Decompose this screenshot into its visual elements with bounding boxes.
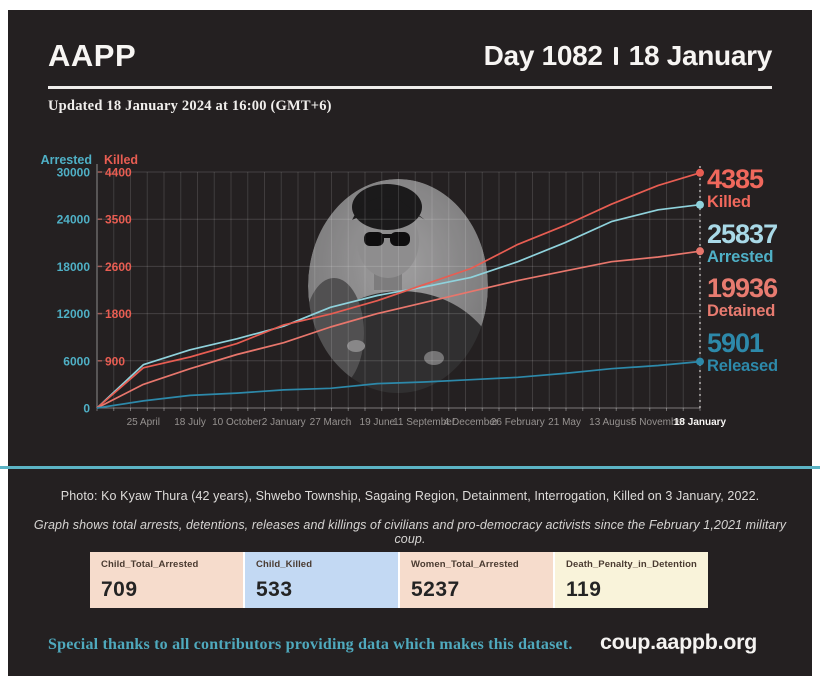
total-arrested: 25837 Arrested (707, 218, 778, 266)
series-line-arrested (96, 203, 701, 409)
stat-box-death-penalty-in-detention: Death_Penalty_in_Detention 119 (553, 552, 708, 608)
updated-timestamp: Updated 18 January 2024 at 16:00 (GMT+6) (48, 98, 332, 114)
x-label: 26 February (491, 417, 545, 428)
x-label: 10 October (212, 417, 262, 428)
chart-series-lines (96, 171, 701, 409)
killed-tick-label: 4400 (105, 166, 132, 180)
timeseries-chart: Arrested Killed 30000 24000 18000 12000 6000 0 4… (41, 153, 727, 428)
arrested-axis-title: Arrested (41, 153, 92, 167)
brand-logo-text: AAPP (48, 38, 137, 73)
killed-tick-label: 2600 (105, 260, 132, 274)
stat-label: Child_Killed (256, 559, 313, 570)
chart-total-callouts: 4385 Killed 25837 Arrested 19936 Detaine… (707, 166, 778, 384)
series-line-detained (96, 250, 701, 409)
chart-axis-labels: Arrested Killed 30000 24000 18000 12000 6000 0 4… (41, 153, 727, 428)
stat-label: Child_Total_Arrested (101, 559, 199, 570)
stat-value: 709 (101, 578, 138, 601)
x-label: 21 May (548, 417, 581, 428)
arrested-tick-label: 30000 (57, 166, 91, 180)
total-detained-value: 19936 (707, 273, 778, 303)
arrested-tick-label: 12000 (57, 307, 91, 321)
arrested-tick-label: 24000 (57, 213, 91, 227)
stat-value: 119 (566, 578, 602, 601)
stat-label: Death_Penalty_in_Detention (566, 559, 697, 570)
killed-tick-label: 900 (105, 354, 125, 368)
x-label: 4 December (444, 417, 499, 428)
total-killed: 4385 Killed (707, 166, 778, 211)
current-day-marker (696, 166, 704, 408)
total-released: 5901 Released (707, 327, 778, 375)
total-killed-label: Killed (707, 193, 751, 211)
series-line-released (96, 360, 701, 409)
endpoint-dot-arrested (696, 200, 704, 209)
header-rule (48, 86, 772, 89)
x-label: 27 March (310, 417, 352, 428)
thanks-note: Special thanks to all contributors provi… (48, 636, 573, 653)
photo-caption: Photo: Ko Kyaw Thura (42 years), Shwebo … (60, 489, 760, 503)
total-arrested-value: 25837 (707, 218, 778, 249)
killed-tick-label: 3500 (105, 213, 132, 227)
x-label: 2 January (262, 417, 306, 428)
x-label: 13 August (589, 417, 634, 428)
header-separator-bar (613, 47, 618, 65)
killed-axis-title: Killed (104, 153, 138, 167)
x-label-current: 18 January (674, 417, 727, 428)
stat-value: 533 (256, 578, 293, 601)
total-killed-value: 4385 (707, 164, 764, 194)
stat-box-child-killed: Child_Killed 533 (243, 552, 398, 608)
stat-box-women-total-arrested: Women_Total_Arrested 5237 (398, 552, 553, 608)
photo-watermark (308, 179, 488, 393)
day-counter: Day 1082 18 January (483, 40, 773, 72)
x-label: 19 June (360, 417, 396, 428)
total-detained: 19936 Detained (707, 275, 778, 320)
endpoint-dot-killed (696, 168, 704, 177)
graph-caption: Graph shows total arrests, detentions, r… (33, 518, 787, 546)
chart-axes (96, 164, 701, 411)
stat-label: Women_Total_Arrested (411, 559, 519, 570)
endpoint-dot-released (696, 357, 704, 366)
arrested-tick-label: 18000 (57, 260, 91, 274)
stat-value: 5237 (411, 578, 460, 601)
arrested-tick-label: 0 (83, 402, 90, 416)
stat-box-strip: Child_Total_Arrested 709 Child_Killed 53… (90, 552, 708, 608)
teal-divider-line (0, 466, 820, 469)
x-label: 11 September (393, 417, 456, 428)
series-line-killed (96, 171, 701, 409)
killed-tick-label: 1800 (105, 307, 132, 321)
total-detained-label: Detained (707, 302, 776, 320)
arrested-tick-label: 6000 (63, 354, 90, 368)
total-released-value: 5901 (707, 327, 764, 358)
chart-gridlines (97, 171, 701, 409)
x-label: 5 November (631, 417, 686, 428)
day-label: Day 1082 (483, 40, 603, 71)
x-label: 25 April (127, 417, 160, 428)
stat-box-child-total-arrested: Child_Total_Arrested 709 (90, 552, 243, 608)
x-label: 18 July (174, 417, 206, 428)
total-arrested-label: Arrested (707, 247, 774, 266)
site-link[interactable]: coup.aappb.org (599, 630, 757, 654)
total-released-label: Released (707, 356, 778, 375)
endpoint-dot-detained (696, 247, 704, 256)
date-label: 18 January (628, 40, 773, 71)
